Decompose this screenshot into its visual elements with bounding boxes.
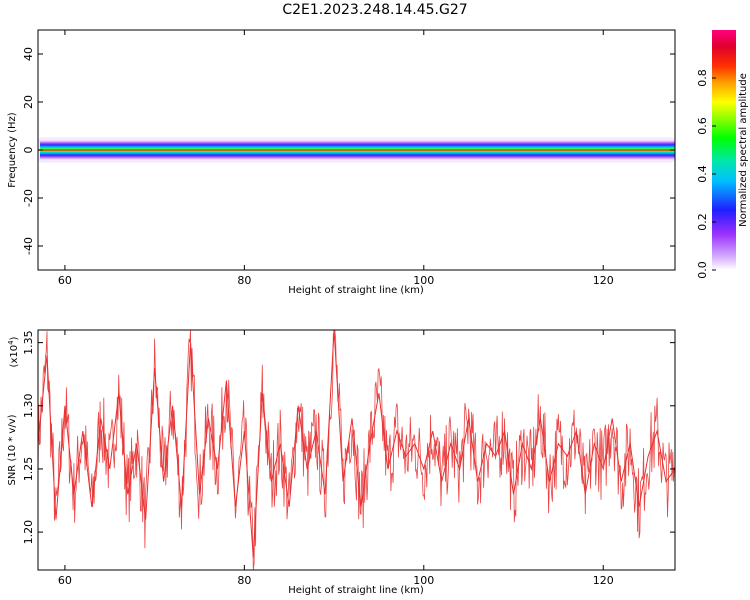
spectrogram-axes: 60 80 100 120 -40 -20 0 20 40 [22,30,675,287]
x-tick-label: 120 [593,574,614,587]
snr-panel [37,329,676,571]
x-tick-label: 60 [58,274,72,287]
y-tick-label: 20 [22,95,35,109]
figure-title: C2E1.2023.248.14.45.G27 [282,2,468,18]
x-tick-label: 80 [237,274,251,287]
y-tick-label: 40 [22,47,35,61]
colorbar-tick-label: 0.6 [696,117,709,135]
snr-ylabel: SNR (10 * v/v) [7,414,18,485]
colorbar-label: Normalized spectral amplitude [738,73,749,227]
y-tick-label: 1.30 [22,394,35,419]
colorbar [712,30,736,270]
x-tick-label: 100 [413,574,434,587]
colorbar-ticks: 0.0 0.2 0.4 0.6 0.8 [696,69,716,279]
y-tick-label: 1.25 [22,457,35,482]
colorbar-tick-label: 0.0 [696,261,709,279]
x-tick-label: 80 [237,574,251,587]
spectrogram-panel [38,137,675,163]
y-tick-label: 1.20 [22,520,35,545]
snr-frame [37,329,676,571]
spectrogram-ylabel: Frequency (Hz) [7,112,18,188]
y-tick-label: -40 [22,237,35,255]
snr-scale-label: (x104) [7,336,20,367]
x-tick-label: 100 [413,274,434,287]
colorbar-tick-label: 0.2 [696,213,709,231]
y-tick-label: 0 [22,147,35,154]
snr-axes: 60 80 100 120 1.20 1.25 1.30 1.35 [22,330,675,587]
snr-xlabel: Height of straight line (km) [288,585,424,596]
x-tick-label: 120 [593,274,614,287]
y-tick-label: -20 [22,189,35,207]
x-tick-label: 60 [58,574,72,587]
colorbar-tick-label: 0.4 [696,165,709,183]
spectrogram-xlabel: Height of straight line (km) [288,285,424,296]
y-tick-label: 1.35 [22,330,35,355]
colorbar-tick-label: 0.8 [696,69,709,87]
snr-noise-trace [37,329,675,571]
